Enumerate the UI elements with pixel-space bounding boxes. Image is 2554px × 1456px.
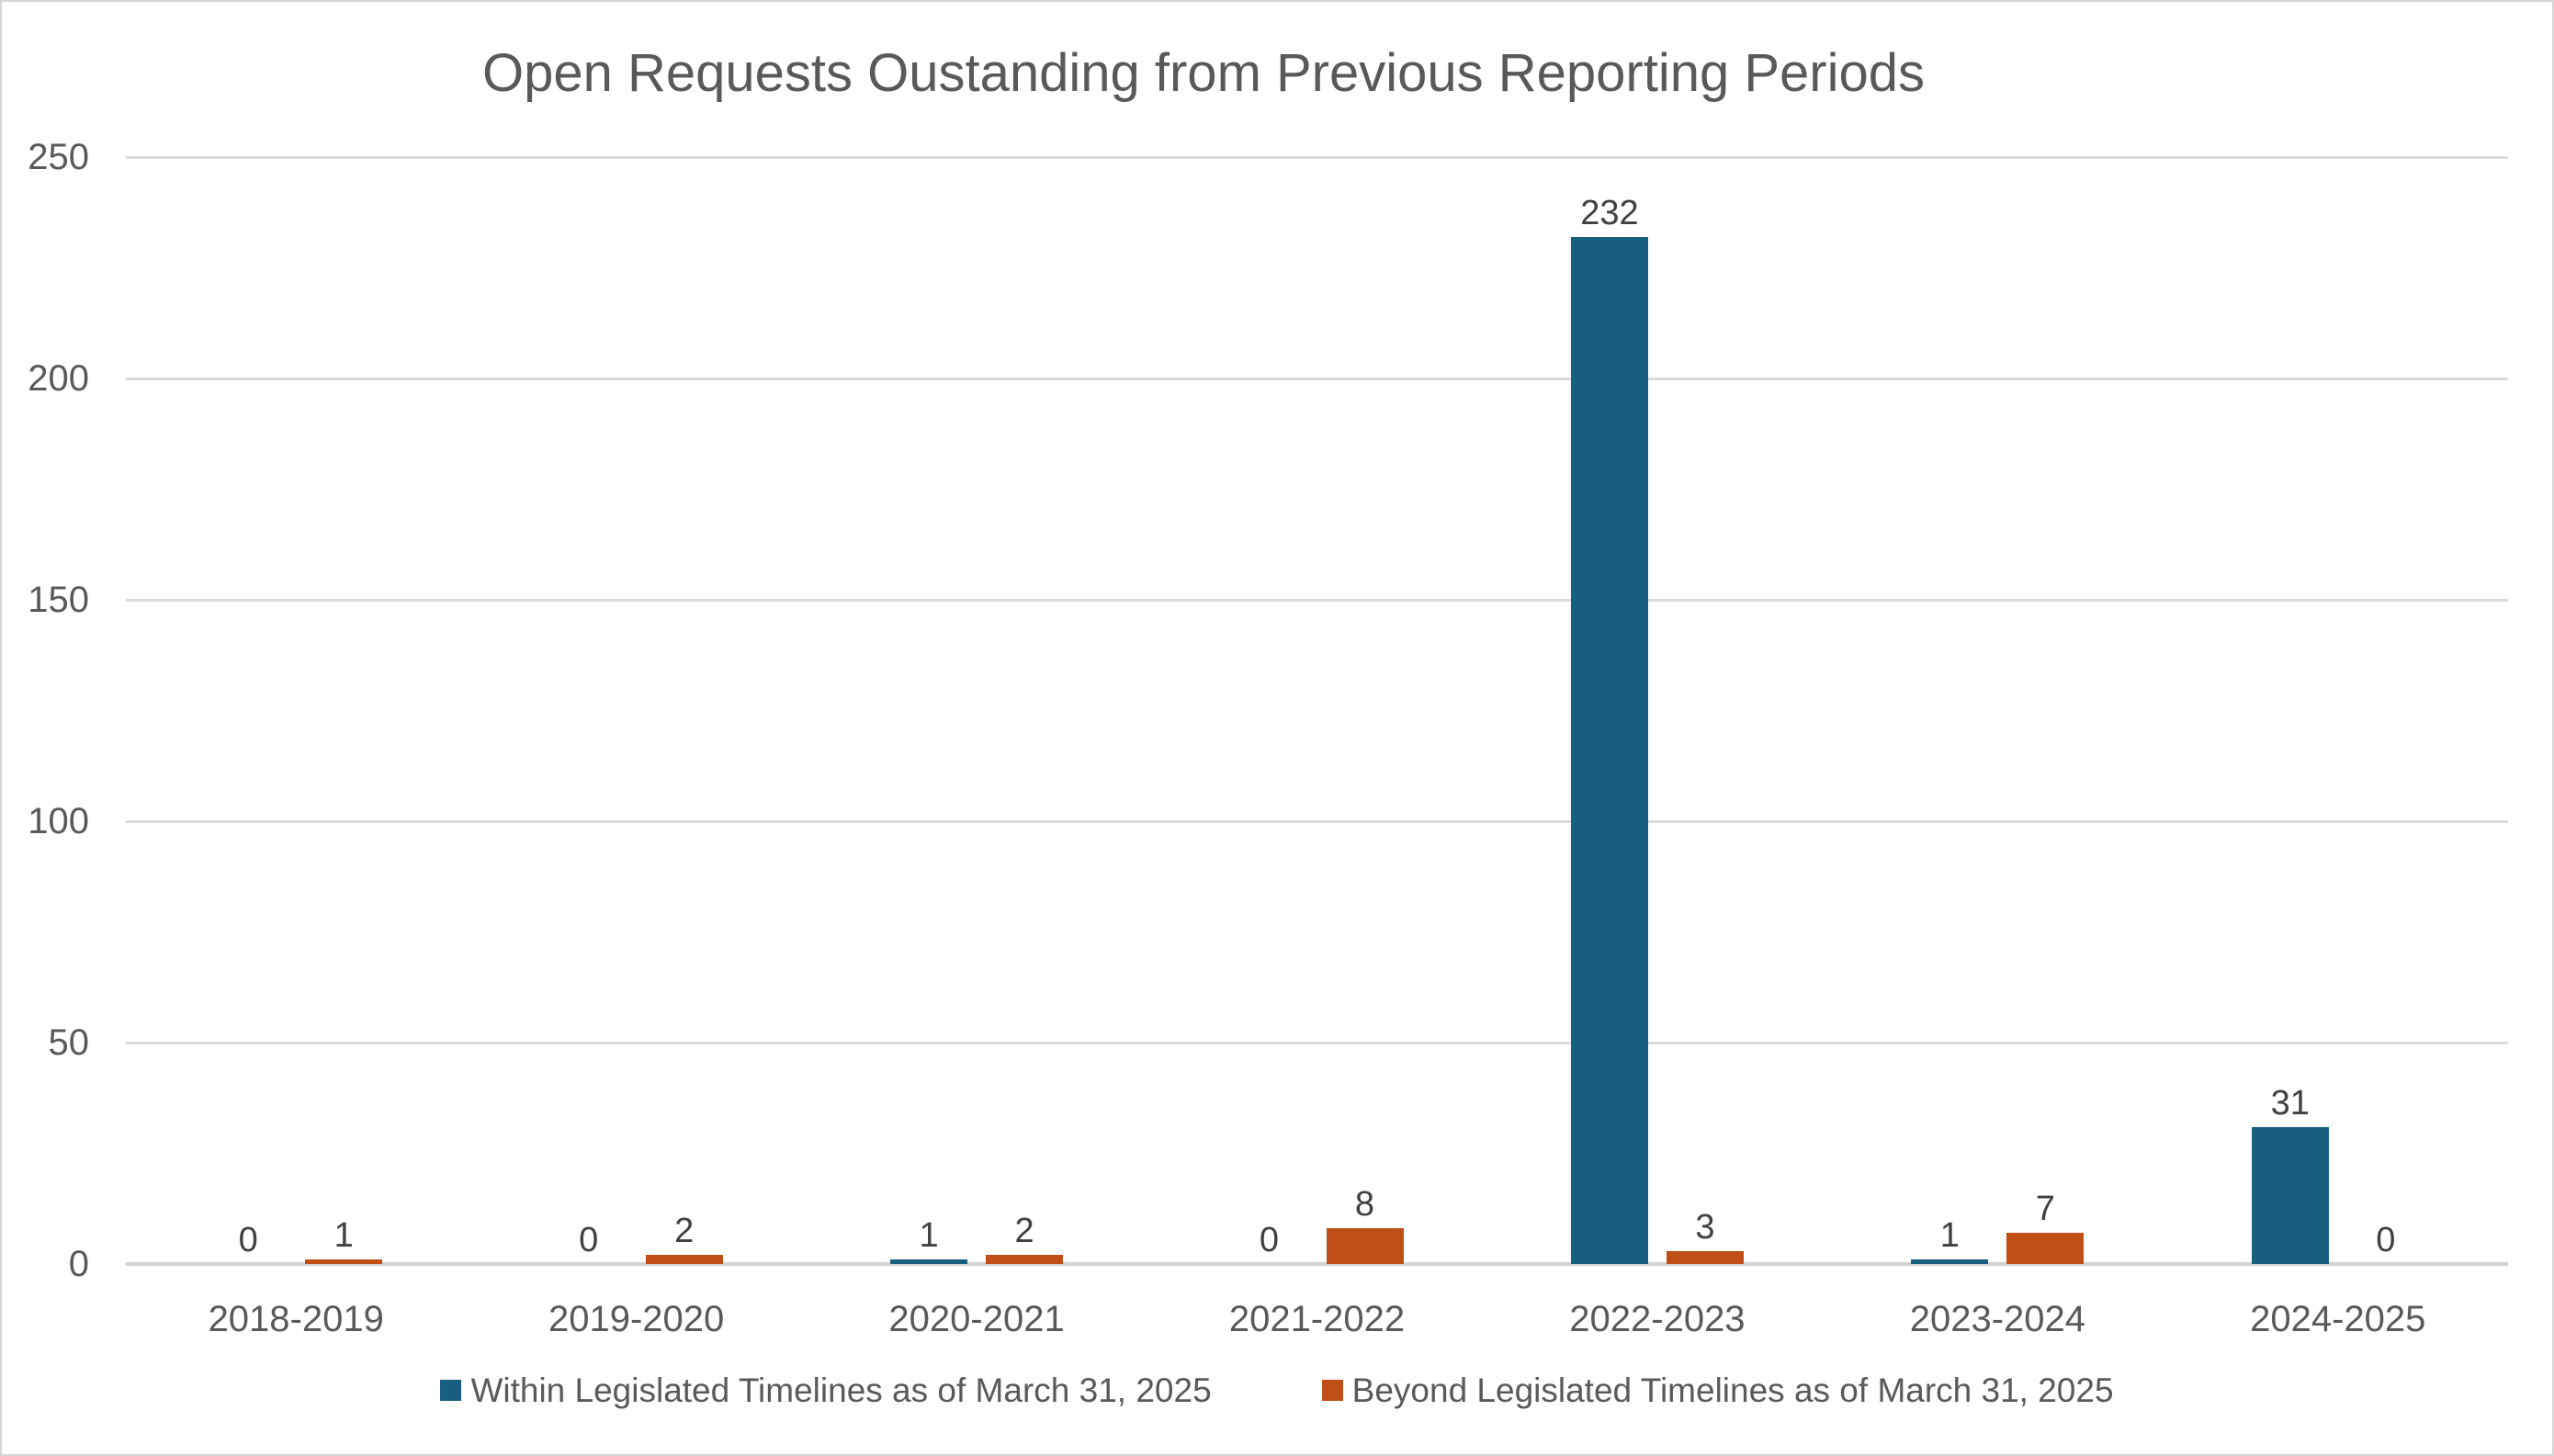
data-label-series1-2024-2025: 0 — [2376, 1221, 2396, 1259]
data-label-series1-2019-2020: 2 — [674, 1212, 695, 1251]
data-label-series1-2018-2019: 1 — [333, 1216, 354, 1256]
chart-title: Open Requests Oustanding from Previous R… — [481, 43, 1926, 103]
legend-item-1: Beyond Legislated Timelines as of March … — [1321, 1371, 2114, 1409]
bar-series0-2023-2024 — [1911, 1259, 1989, 1264]
bar-series0-2022-2023 — [1570, 236, 1648, 1264]
data-label-series0-2019-2020: 0 — [579, 1221, 599, 1259]
x-axis-label-2021-2022: 2021-2022 — [1228, 1299, 1406, 1339]
y-axis-label-0: 0 — [68, 1244, 89, 1284]
legend: Within Legislated Timelines as of March … — [2, 1372, 2552, 1409]
gridline-150 — [126, 598, 2508, 602]
data-label-series0-2024-2025: 31 — [2270, 1083, 2310, 1123]
gridline-250 — [126, 155, 2508, 159]
x-axis-label-2019-2020: 2019-2020 — [548, 1299, 725, 1339]
data-label-series0-2021-2022: 0 — [1259, 1221, 1280, 1259]
bar-series1-2023-2024 — [2006, 1233, 2085, 1264]
gridline-200 — [126, 377, 2508, 380]
legend-marker-series0 — [440, 1380, 462, 1401]
gridline-0 — [126, 1262, 2508, 1266]
bar-series1-2022-2023 — [1666, 1250, 1744, 1264]
y-axis-label-200: 200 — [28, 358, 89, 399]
x-axis-label-2022-2023: 2022-2023 — [1569, 1299, 1746, 1339]
data-label-series1-2023-2024: 7 — [2035, 1190, 2055, 1229]
y-axis-label-100: 100 — [28, 801, 89, 841]
data-label-series1-2022-2023: 3 — [1695, 1207, 1715, 1247]
data-label-series0-2018-2019: 0 — [238, 1221, 258, 1259]
bar-series1-2020-2021 — [986, 1255, 1064, 1264]
gridline-100 — [126, 819, 2508, 823]
legend-marker-series1 — [1321, 1380, 1343, 1401]
gridline-50 — [126, 1041, 2508, 1044]
bar-series1-2019-2020 — [645, 1255, 723, 1264]
data-label-series0-2023-2024: 1 — [1939, 1216, 1960, 1256]
legend-item-0: Within Legislated Timelines as of March … — [440, 1371, 1212, 1409]
bar-series0-2024-2025 — [2251, 1126, 2329, 1264]
legend-label-series1: Beyond Legislated Timelines as of March … — [1351, 1371, 2114, 1409]
data-label-series1-2020-2021: 2 — [1014, 1212, 1034, 1251]
data-label-series0-2022-2023: 232 — [1580, 193, 1639, 232]
x-axis-label-2018-2019: 2018-2019 — [208, 1299, 384, 1339]
bar-series1-2021-2022 — [1326, 1228, 1404, 1264]
x-axis-label-2023-2024: 2023-2024 — [1909, 1299, 2085, 1339]
bar-series1-2018-2019 — [305, 1259, 383, 1264]
x-axis-label-2020-2021: 2020-2021 — [888, 1299, 1065, 1339]
data-label-series1-2021-2022: 8 — [1354, 1185, 1375, 1225]
y-axis-label-150: 150 — [28, 580, 89, 620]
data-label-series0-2020-2021: 1 — [919, 1216, 939, 1256]
bar-series0-2020-2021 — [890, 1259, 968, 1264]
y-axis-label-250: 250 — [28, 137, 89, 177]
legend-label-series0: Within Legislated Timelines as of March … — [470, 1371, 1212, 1409]
x-axis-label-2024-2025: 2024-2025 — [2250, 1299, 2426, 1339]
y-axis-label-50: 50 — [48, 1022, 90, 1063]
